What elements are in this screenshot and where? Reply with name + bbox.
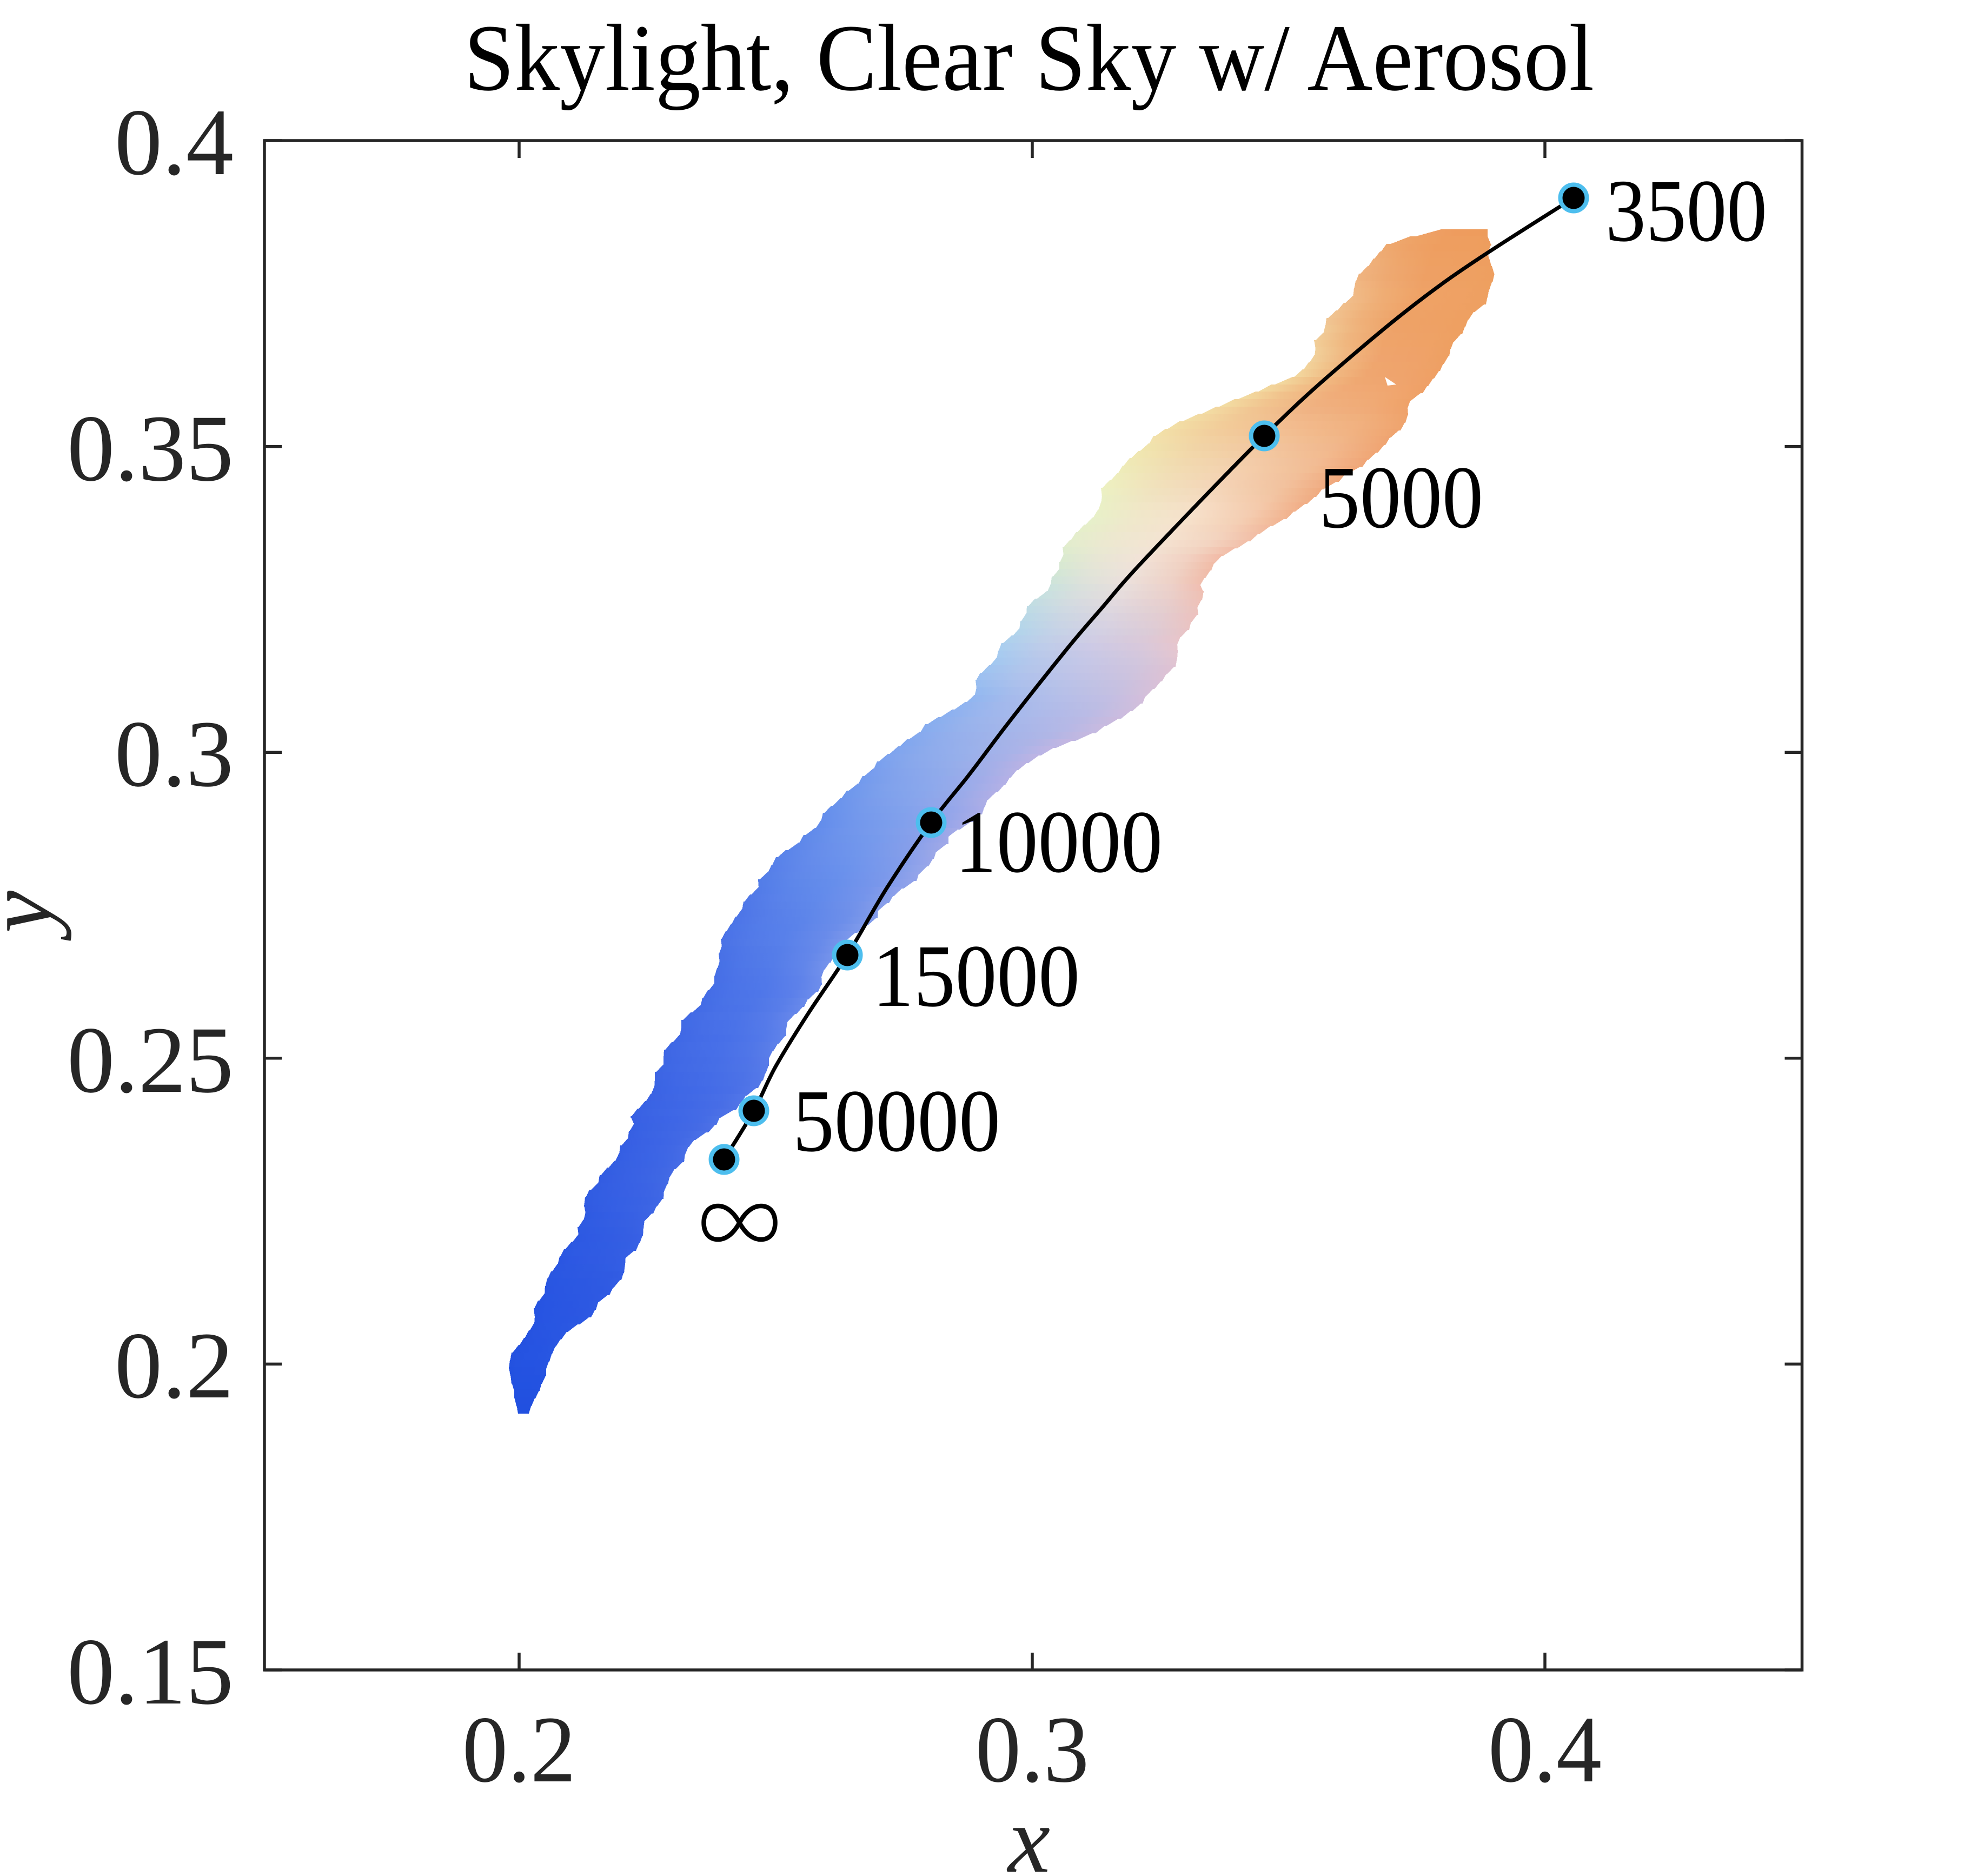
svg-text:3500: 3500 xyxy=(1605,161,1767,260)
svg-text:0.15: 0.15 xyxy=(67,1619,234,1725)
svg-text:Skylight, Clear Sky w/ Aerosol: Skylight, Clear Sky w/ Aerosol xyxy=(464,5,1594,111)
svg-text:50000: 50000 xyxy=(793,1071,1000,1170)
svg-text:0.35: 0.35 xyxy=(67,396,234,501)
svg-text:0.2: 0.2 xyxy=(462,1697,576,1802)
svg-text:10000: 10000 xyxy=(955,792,1163,891)
svg-text:0.2: 0.2 xyxy=(115,1313,234,1418)
svg-text:5000: 5000 xyxy=(1319,448,1483,547)
svg-text:0.4: 0.4 xyxy=(1488,1697,1602,1802)
svg-text:x: x xyxy=(1006,1787,1050,1876)
svg-text:y: y xyxy=(0,890,72,941)
svg-text:0.3: 0.3 xyxy=(976,1697,1089,1802)
svg-text:15000: 15000 xyxy=(872,926,1080,1025)
svg-text:0.4: 0.4 xyxy=(115,90,234,195)
svg-text:0.3: 0.3 xyxy=(115,701,234,807)
svg-text:0.25: 0.25 xyxy=(67,1007,234,1113)
